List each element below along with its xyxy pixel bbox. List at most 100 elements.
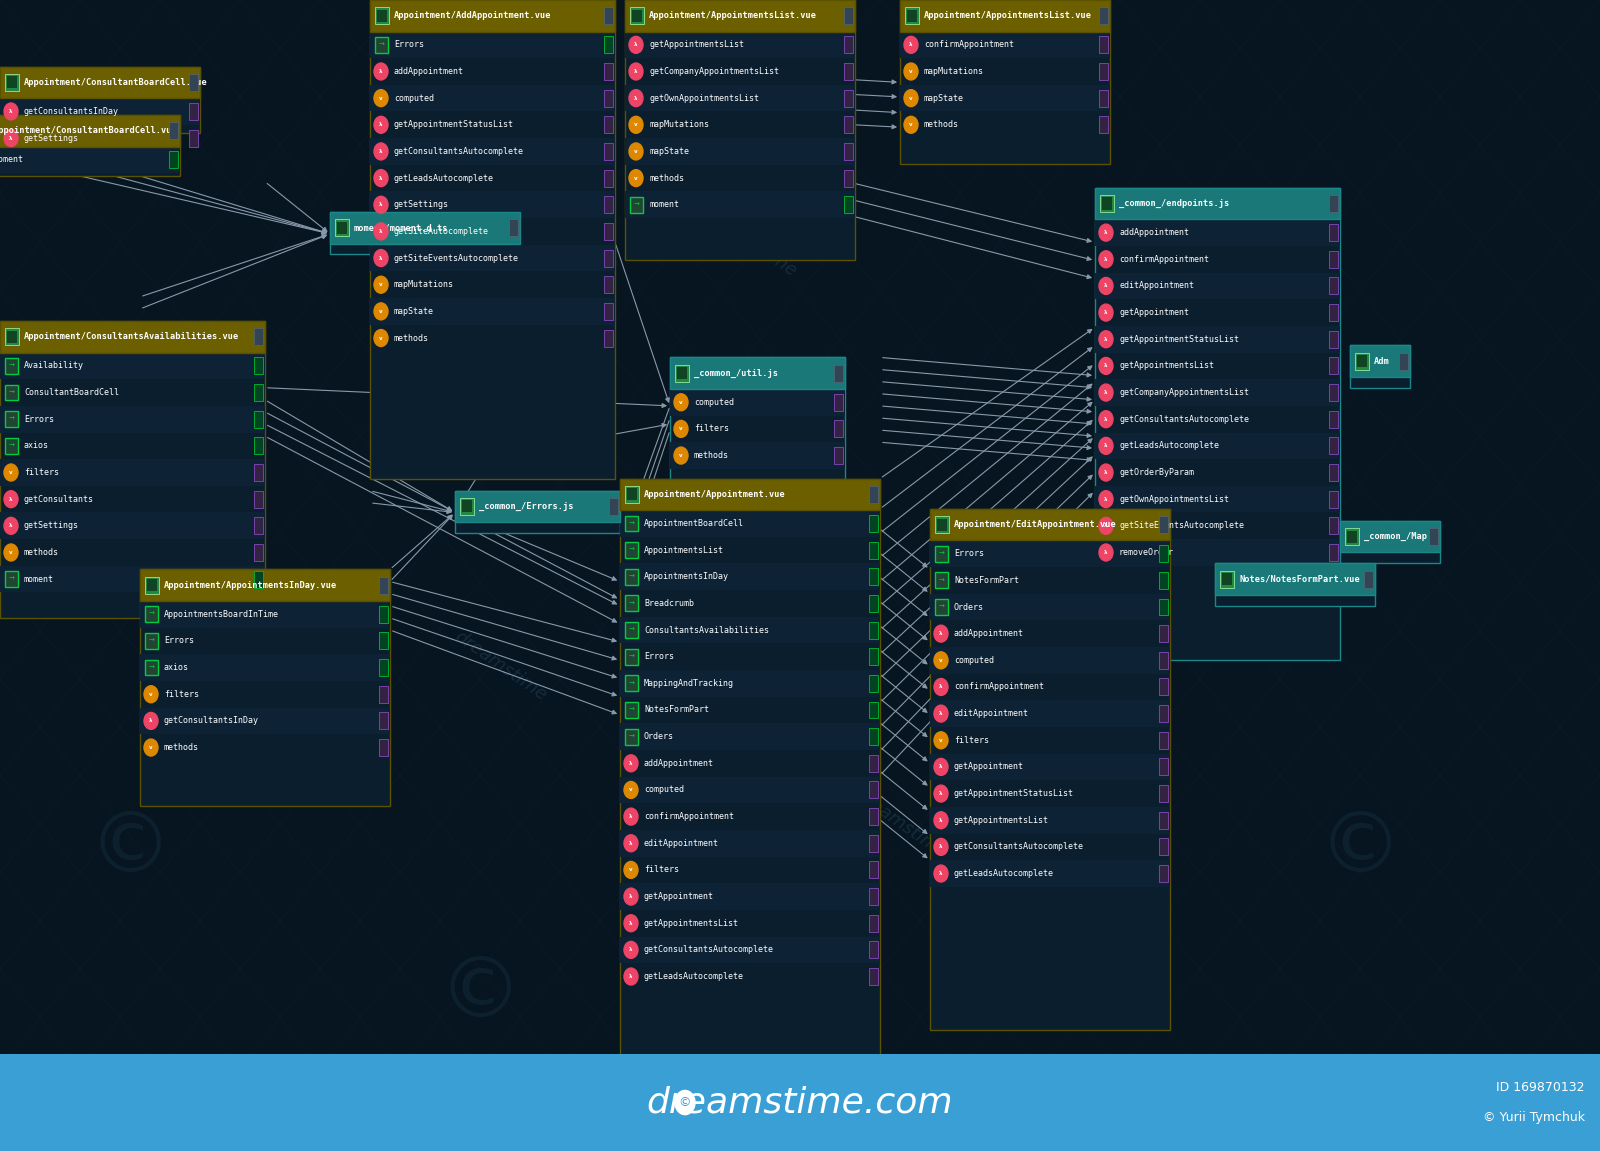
Text: AppointmentsList: AppointmentsList (643, 546, 723, 555)
Bar (370, 31, 614, 59)
Circle shape (624, 889, 638, 905)
Bar (1330, 195, 1338, 212)
Circle shape (629, 143, 643, 160)
Text: confirmAppointment: confirmAppointment (1118, 254, 1210, 264)
Bar (1094, 433, 1341, 459)
Text: Appointment/AppointmentsInDay.vue: Appointment/AppointmentsInDay.vue (165, 581, 338, 589)
Text: v: v (939, 738, 942, 742)
Text: addAppointment: addAppointment (394, 67, 464, 76)
Bar (1094, 188, 1341, 661)
Text: v: v (10, 550, 13, 555)
Text: →: → (8, 443, 14, 449)
Bar (605, 303, 613, 320)
Text: →: → (8, 577, 14, 582)
Bar (670, 389, 845, 416)
Bar (934, 516, 949, 533)
Text: getSettings: getSettings (24, 521, 78, 531)
Bar (869, 542, 878, 558)
Bar (630, 197, 643, 213)
Bar (5, 328, 19, 345)
Bar (605, 7, 613, 24)
Text: Availability: Availability (24, 361, 83, 371)
Bar (374, 37, 387, 53)
Text: getAppointmentStatusList: getAppointmentStatusList (1118, 335, 1238, 344)
Text: editAppointment: editAppointment (643, 839, 718, 848)
Circle shape (624, 782, 638, 799)
Circle shape (374, 116, 387, 134)
Bar (934, 546, 947, 562)
Bar (934, 600, 947, 615)
Bar (621, 563, 880, 590)
Bar (0, 115, 179, 146)
Text: getSettings: getSettings (24, 134, 78, 143)
Circle shape (144, 712, 158, 730)
Text: v: v (909, 69, 914, 74)
Circle shape (624, 942, 638, 959)
Bar (834, 420, 843, 437)
Text: λ: λ (379, 122, 382, 128)
Bar (254, 571, 262, 588)
Text: _common_/util.js: _common_/util.js (694, 368, 778, 378)
Bar (1158, 651, 1168, 669)
Text: editAppointment: editAppointment (954, 709, 1029, 718)
Text: →: → (629, 547, 635, 554)
Circle shape (934, 785, 947, 802)
Text: λ: λ (379, 229, 382, 234)
Text: mapMutations: mapMutations (394, 280, 454, 289)
Text: Adm: Adm (1374, 357, 1390, 366)
Text: getAppointmentsList: getAppointmentsList (1118, 361, 1214, 371)
Circle shape (374, 63, 387, 79)
Text: filters: filters (24, 468, 59, 477)
Text: Appointment/AppointmentsList.vue: Appointment/AppointmentsList.vue (925, 12, 1091, 21)
Text: confirmAppointment: confirmAppointment (954, 683, 1043, 692)
Bar (1094, 188, 1341, 220)
Circle shape (674, 420, 688, 437)
Text: getConsultantsAutocomplete: getConsultantsAutocomplete (954, 843, 1085, 852)
Bar (869, 701, 878, 718)
Bar (1350, 345, 1410, 376)
Text: dreamstime: dreamstime (701, 204, 800, 281)
Circle shape (904, 116, 918, 134)
Bar (254, 411, 262, 428)
Bar (189, 102, 198, 120)
Text: λ: λ (1104, 364, 1107, 368)
Bar (254, 544, 262, 561)
Bar (626, 542, 638, 558)
Bar (930, 540, 1170, 567)
Bar (1094, 486, 1341, 512)
Bar (845, 7, 853, 24)
Bar (1158, 811, 1168, 829)
Text: axios: axios (165, 663, 189, 672)
Text: →: → (629, 573, 635, 580)
Bar (1330, 277, 1338, 295)
Bar (1102, 198, 1112, 209)
Circle shape (674, 447, 688, 464)
Bar (934, 572, 947, 588)
Circle shape (1099, 544, 1114, 561)
Bar (621, 510, 880, 536)
Text: λ: λ (939, 817, 942, 823)
Bar (845, 197, 853, 213)
Circle shape (934, 811, 947, 829)
Bar (605, 143, 613, 160)
Bar (0, 1054, 1600, 1151)
Text: getLeadsAutocomplete: getLeadsAutocomplete (1118, 441, 1219, 450)
Bar (845, 169, 853, 186)
Bar (605, 169, 613, 186)
Bar (146, 577, 158, 594)
Text: addAppointment: addAppointment (1118, 228, 1189, 237)
Bar (899, 0, 1110, 31)
Text: Appointment/EditAppointment.vue: Appointment/EditAppointment.vue (954, 520, 1117, 529)
Bar (254, 437, 262, 455)
Text: λ: λ (1104, 230, 1107, 235)
Bar (1330, 358, 1338, 374)
Bar (1347, 531, 1357, 543)
Text: ©: © (1058, 953, 1142, 1034)
Text: v: v (379, 96, 382, 100)
Bar (1099, 116, 1107, 134)
Circle shape (1099, 464, 1114, 481)
Bar (605, 63, 613, 79)
Text: v: v (634, 122, 638, 128)
Text: getConsultantsAutocomplete: getConsultantsAutocomplete (394, 147, 525, 155)
Bar (1158, 706, 1168, 722)
